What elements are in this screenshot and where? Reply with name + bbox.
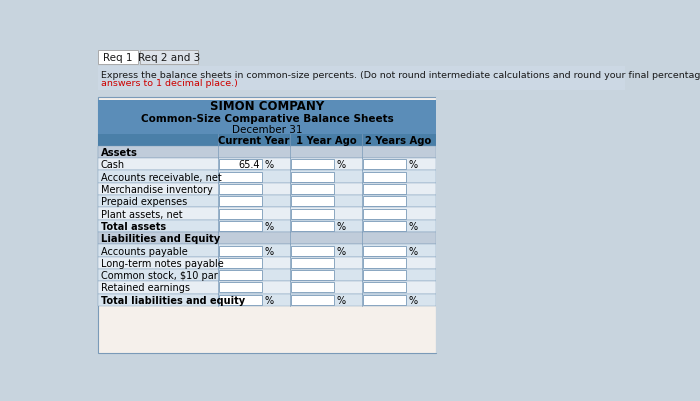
Bar — [97, 113, 436, 124]
Text: %: % — [264, 246, 273, 256]
Text: %: % — [336, 160, 345, 170]
Text: 1 Year Ago: 1 Year Ago — [295, 136, 356, 146]
Bar — [219, 209, 262, 219]
Bar — [291, 197, 334, 207]
Bar — [97, 208, 436, 220]
Bar — [97, 146, 436, 159]
Text: Assets: Assets — [101, 148, 137, 158]
Bar — [97, 220, 436, 233]
Bar — [97, 282, 436, 294]
Bar — [291, 295, 334, 305]
Bar — [97, 171, 436, 183]
Bar — [363, 246, 406, 256]
Text: Plant assets, net: Plant assets, net — [101, 209, 182, 219]
Text: Merchandise inventory: Merchandise inventory — [101, 184, 212, 194]
Text: %: % — [408, 160, 417, 170]
Bar — [363, 221, 406, 231]
Text: %: % — [408, 295, 417, 305]
Text: Req 2 and 3: Req 2 and 3 — [138, 53, 200, 63]
Bar — [97, 245, 436, 257]
Text: Liabilities and Equity: Liabilities and Equity — [101, 234, 220, 243]
Bar — [363, 283, 406, 293]
Text: Common-Size Comparative Balance Sheets: Common-Size Comparative Balance Sheets — [141, 113, 393, 124]
Text: Cash: Cash — [101, 160, 125, 170]
Text: 65.4: 65.4 — [239, 160, 260, 170]
Bar — [363, 172, 406, 182]
Text: Accounts payable: Accounts payable — [101, 246, 188, 256]
Bar — [97, 100, 436, 113]
Bar — [97, 233, 436, 245]
Text: SIMON COMPANY: SIMON COMPANY — [210, 100, 324, 113]
Bar — [291, 209, 334, 219]
Bar — [97, 124, 436, 135]
Text: %: % — [336, 246, 345, 256]
Bar — [291, 271, 334, 280]
Text: %: % — [264, 295, 273, 305]
Text: Current Year: Current Year — [218, 136, 289, 146]
Bar — [291, 283, 334, 293]
Bar — [219, 246, 262, 256]
Bar — [291, 184, 334, 194]
Bar — [291, 172, 334, 182]
Bar — [219, 258, 262, 268]
Bar — [219, 197, 262, 207]
Bar — [219, 184, 262, 194]
Bar — [219, 160, 262, 170]
Bar — [291, 221, 334, 231]
Bar — [219, 295, 262, 305]
Bar — [219, 283, 262, 293]
Text: %: % — [408, 221, 417, 231]
Text: 2 Years Ago: 2 Years Ago — [365, 136, 431, 146]
Bar — [97, 51, 138, 65]
Text: Accounts receivable, net: Accounts receivable, net — [101, 172, 221, 182]
Bar — [97, 196, 436, 208]
Bar — [97, 269, 436, 282]
Text: answers to 1 decimal place.): answers to 1 decimal place.) — [101, 79, 237, 88]
Text: Long-term notes payable: Long-term notes payable — [101, 258, 223, 268]
Bar — [291, 246, 334, 256]
Text: December 31: December 31 — [232, 125, 302, 134]
Bar — [97, 135, 436, 146]
Bar — [140, 51, 198, 65]
Bar — [97, 294, 436, 306]
Bar — [97, 183, 436, 196]
Bar — [363, 197, 406, 207]
Text: %: % — [336, 221, 345, 231]
Text: Retained earnings: Retained earnings — [101, 283, 190, 293]
Bar — [219, 271, 262, 280]
Text: %: % — [264, 221, 273, 231]
Bar — [363, 271, 406, 280]
Bar — [363, 295, 406, 305]
Bar — [436, 97, 700, 353]
Bar — [363, 209, 406, 219]
Bar — [291, 258, 334, 268]
Text: Total assets: Total assets — [101, 221, 166, 231]
Bar — [219, 221, 262, 231]
Bar — [97, 67, 624, 91]
Bar — [219, 172, 262, 182]
Text: %: % — [264, 160, 273, 170]
Text: %: % — [336, 295, 345, 305]
Text: Req 1: Req 1 — [103, 53, 132, 63]
Text: Total liabilities and equity: Total liabilities and equity — [101, 295, 245, 305]
Bar — [291, 160, 334, 170]
Bar — [97, 159, 436, 171]
Bar — [97, 97, 436, 353]
Text: Common stock, $10 par: Common stock, $10 par — [101, 271, 218, 280]
Text: Prepaid expenses: Prepaid expenses — [101, 197, 187, 207]
Bar — [363, 160, 406, 170]
Text: Express the balance sheets in common-size percents. (Do not round intermediate c: Express the balance sheets in common-siz… — [101, 71, 700, 79]
Bar — [363, 258, 406, 268]
Text: %: % — [408, 246, 417, 256]
Bar — [97, 257, 436, 269]
Bar — [363, 184, 406, 194]
